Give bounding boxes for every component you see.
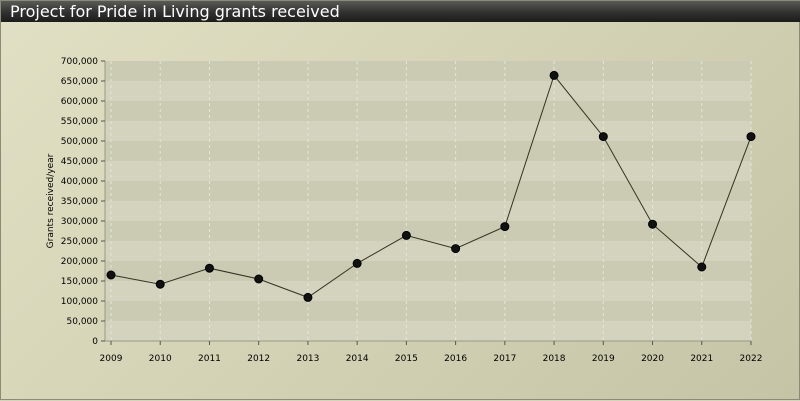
data-point bbox=[155, 279, 165, 289]
y-tick-label: 600,000 bbox=[61, 97, 98, 107]
y-tick-label: 100,000 bbox=[61, 297, 98, 307]
x-tick-label: 2014 bbox=[346, 354, 369, 364]
data-point bbox=[598, 132, 608, 142]
plot-band bbox=[105, 301, 751, 321]
x-tick-label: 2009 bbox=[100, 354, 123, 364]
y-tick-label: 0 bbox=[92, 337, 98, 347]
data-point bbox=[204, 263, 214, 273]
data-points bbox=[106, 70, 756, 302]
x-tick-label: 2019 bbox=[592, 354, 615, 364]
y-tick-label: 350,000 bbox=[61, 197, 98, 207]
data-point bbox=[697, 262, 707, 272]
plot-band bbox=[105, 161, 751, 181]
grid-lines bbox=[110, 61, 752, 341]
plot-band bbox=[105, 81, 751, 101]
plot-band bbox=[105, 61, 751, 81]
data-point bbox=[352, 258, 362, 268]
data-point bbox=[303, 292, 313, 302]
y-tick-label: 500,000 bbox=[61, 137, 98, 147]
data-point bbox=[500, 222, 510, 232]
y-tick-label: 450,000 bbox=[61, 157, 98, 167]
data-point bbox=[106, 270, 116, 280]
y-tick-label: 200,000 bbox=[61, 257, 98, 267]
data-point bbox=[254, 274, 264, 284]
plot-band bbox=[105, 221, 751, 241]
plot-band bbox=[105, 101, 751, 121]
y-ticks: 0 50,000 100,000 150,000 200,000 250,000 300,0… bbox=[61, 57, 105, 347]
x-tick-label: 2018 bbox=[543, 354, 566, 364]
x-tick-label: 2015 bbox=[395, 354, 418, 364]
x-tick-label: 2022 bbox=[740, 354, 763, 364]
y-tick-label: 700,000 bbox=[61, 57, 98, 67]
plot-band bbox=[105, 201, 751, 221]
plot-band bbox=[105, 121, 751, 141]
y-tick-label: 650,000 bbox=[61, 77, 98, 87]
plot-band bbox=[105, 321, 751, 341]
title-bar: Project for Pride in Living grants recei… bbox=[1, 1, 800, 22]
x-tick-label: 2013 bbox=[296, 354, 319, 364]
x-tick-label: 2012 bbox=[247, 354, 270, 364]
plot-band bbox=[105, 261, 751, 281]
plot-band bbox=[105, 181, 751, 201]
x-ticks: 2009 2010 2011 2012 2013 2014 2015 2016 2017 2018… bbox=[100, 341, 763, 364]
y-tick-label: 250,000 bbox=[61, 237, 98, 247]
series-line bbox=[110, 74, 752, 298]
y-tick-label: 300,000 bbox=[61, 217, 98, 227]
x-tick-label: 2020 bbox=[641, 354, 664, 364]
data-point bbox=[549, 70, 559, 80]
plot-band bbox=[105, 141, 751, 161]
y-tick-label: 400,000 bbox=[61, 177, 98, 187]
y-tick-label: 50,000 bbox=[67, 317, 99, 327]
data-point bbox=[746, 132, 756, 142]
plot-bands bbox=[105, 61, 751, 341]
data-point bbox=[401, 230, 411, 240]
y-axis-label: Grants received/year bbox=[46, 153, 56, 248]
x-tick-label: 2021 bbox=[690, 354, 713, 364]
chart-title: Project for Pride in Living grants recei… bbox=[10, 2, 340, 21]
x-tick-label: 2010 bbox=[149, 354, 172, 364]
y-tick-label: 150,000 bbox=[61, 277, 98, 287]
data-point bbox=[451, 244, 461, 254]
plot-band bbox=[105, 281, 751, 301]
x-tick-label: 2017 bbox=[493, 354, 516, 364]
plot-band bbox=[105, 241, 751, 261]
y-tick-label: 550,000 bbox=[61, 117, 98, 127]
x-tick-label: 2016 bbox=[444, 354, 467, 364]
data-point bbox=[648, 219, 658, 229]
x-tick-label: 2011 bbox=[198, 354, 221, 364]
